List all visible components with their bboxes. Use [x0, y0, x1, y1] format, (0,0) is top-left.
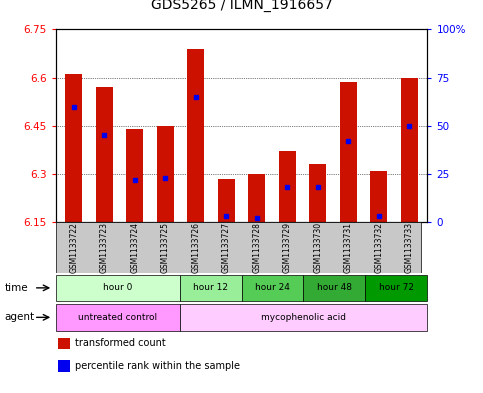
Bar [303, 275, 366, 301]
Bar [279, 151, 296, 222]
Text: mycophenolic acid: mycophenolic acid [261, 313, 346, 322]
Text: transformed count: transformed count [75, 338, 166, 348]
Text: GSM1133723: GSM1133723 [100, 222, 109, 273]
Bar [157, 126, 174, 222]
Bar [366, 275, 427, 301]
Bar [180, 275, 242, 301]
Bar [66, 74, 82, 222]
Bar [58, 338, 70, 349]
Bar [370, 171, 387, 222]
Text: time: time [5, 283, 28, 293]
Bar [56, 275, 180, 301]
Bar [242, 275, 303, 301]
Bar [58, 360, 70, 372]
Bar [401, 78, 417, 222]
Text: hour 72: hour 72 [379, 283, 414, 292]
Text: GSM1133725: GSM1133725 [161, 222, 170, 273]
Text: hour 48: hour 48 [317, 283, 352, 292]
Bar [180, 304, 427, 331]
Bar [56, 304, 180, 331]
Text: percentile rank within the sample: percentile rank within the sample [75, 361, 240, 371]
Text: hour 0: hour 0 [103, 283, 132, 292]
Text: GSM1133730: GSM1133730 [313, 222, 322, 273]
Text: agent: agent [5, 312, 35, 322]
Text: GSM1133727: GSM1133727 [222, 222, 231, 273]
Text: GSM1133724: GSM1133724 [130, 222, 139, 273]
Text: GSM1133729: GSM1133729 [283, 222, 292, 273]
Text: GSM1133722: GSM1133722 [70, 222, 78, 273]
Bar [248, 174, 265, 222]
Text: hour 24: hour 24 [255, 283, 290, 292]
Text: hour 12: hour 12 [193, 283, 228, 292]
Bar [340, 83, 356, 222]
Text: GSM1133732: GSM1133732 [374, 222, 383, 273]
Text: untreated control: untreated control [78, 313, 157, 322]
Text: GSM1133728: GSM1133728 [252, 222, 261, 273]
Text: GSM1133733: GSM1133733 [405, 222, 413, 273]
Text: GSM1133726: GSM1133726 [191, 222, 200, 273]
Bar [96, 87, 113, 222]
Bar [187, 49, 204, 222]
Text: GDS5265 / ILMN_1916657: GDS5265 / ILMN_1916657 [151, 0, 332, 12]
Bar [309, 164, 326, 222]
Text: GSM1133731: GSM1133731 [344, 222, 353, 273]
Bar [127, 129, 143, 222]
Bar [218, 179, 235, 222]
